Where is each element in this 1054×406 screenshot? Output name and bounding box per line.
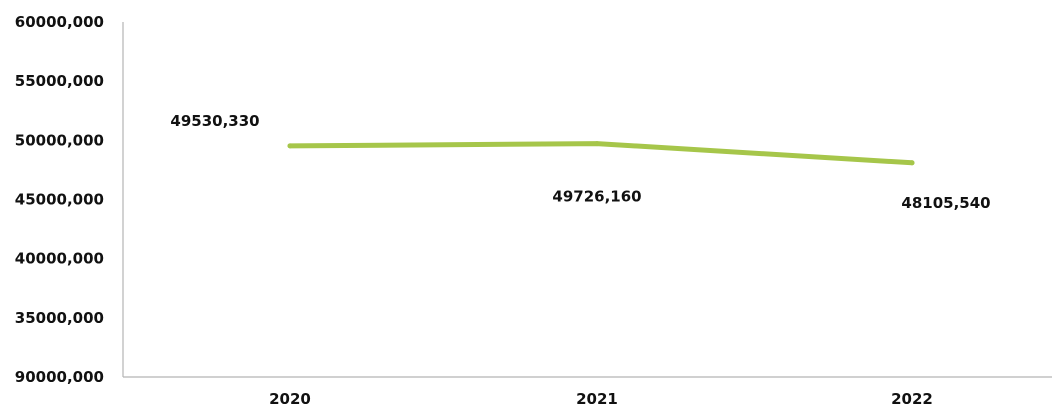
data-label: 49726,160 bbox=[552, 188, 641, 206]
series-group bbox=[287, 141, 915, 166]
x-axis: 2020 2021 2022 bbox=[123, 376, 1052, 406]
y-tick-label: 90000,000 bbox=[15, 368, 104, 386]
data-point bbox=[594, 141, 600, 147]
y-tick-label: 55000,000 bbox=[15, 72, 104, 90]
data-label: 49530,330 bbox=[170, 112, 259, 130]
y-tick-labels: 90000,000 35000,000 40000,000 45000,000 5000… bbox=[15, 13, 104, 386]
y-tick-label: 50000,000 bbox=[15, 131, 104, 149]
x-tick-label: 2021 bbox=[576, 390, 618, 406]
data-point bbox=[909, 160, 915, 166]
data-point bbox=[287, 143, 293, 149]
y-tick-label: 35000,000 bbox=[15, 309, 104, 327]
y-tick-label: 60000,000 bbox=[15, 13, 104, 31]
y-tick-label: 45000,000 bbox=[15, 191, 104, 209]
x-tick-label: 2022 bbox=[891, 390, 933, 406]
x-tick-labels: 2020 2021 2022 bbox=[269, 390, 933, 406]
data-labels: 49530,330 49726,160 48105,540 bbox=[170, 112, 990, 212]
data-label: 48105,540 bbox=[901, 194, 990, 212]
y-axis: 90000,000 35000,000 40000,000 45000,000 5000… bbox=[15, 13, 124, 386]
x-tick-label: 2020 bbox=[269, 390, 311, 406]
y-tick-label: 40000,000 bbox=[15, 250, 104, 268]
series-line bbox=[287, 141, 915, 166]
